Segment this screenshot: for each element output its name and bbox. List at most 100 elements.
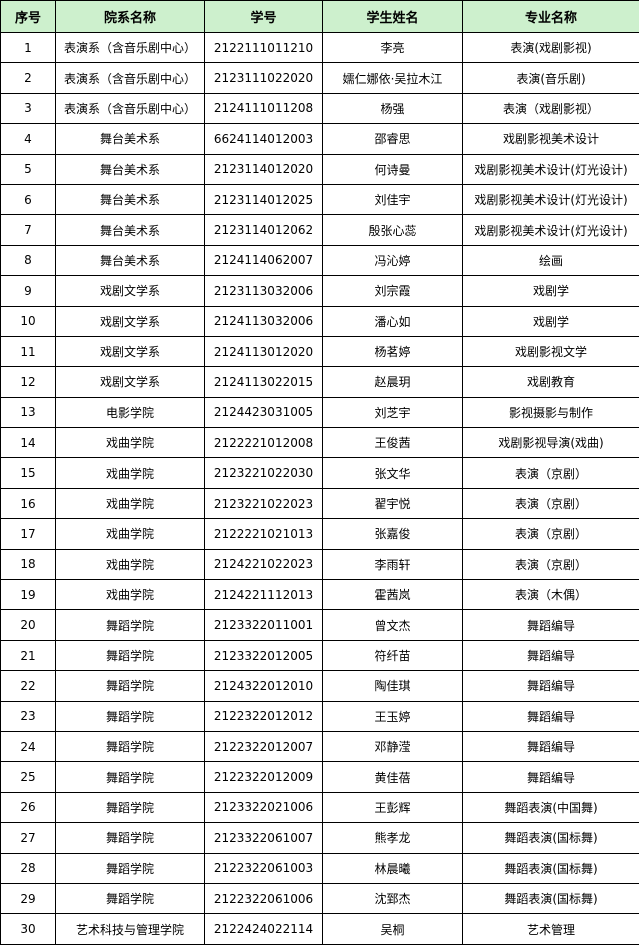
table-cell: 曾文杰 <box>322 609 463 641</box>
table-cell: 熊孝龙 <box>322 822 463 854</box>
table-row: 29 舞蹈学院 2122322061006 沈郅杰 舞蹈表演(国标舞) <box>0 882 639 915</box>
table-cell: 邓静滢 <box>322 730 463 763</box>
table-cell: 嬬仁娜依·吴拉木江 <box>322 62 463 94</box>
table-cell: 舞蹈表演(国标舞) <box>462 882 639 915</box>
table-row: 26 舞蹈学院 2123322021006 王彭辉 舞蹈表演(中国舞) <box>0 791 639 824</box>
table-row: 11 戏剧文学系 2124113012020 杨茗婷 戏剧影视文学 <box>0 335 639 368</box>
table-cell: 3 <box>0 92 56 125</box>
table-cell: 18 <box>0 548 56 581</box>
table-row: 23 舞蹈学院 2122322012012 王玉婷 舞蹈编导 <box>0 700 639 732</box>
table-row: 16 戏曲学院 2123221022023 翟宇悦 表演（京剧） <box>0 487 639 520</box>
table-cell: 舞蹈表演(国标舞) <box>462 822 639 854</box>
table-cell: 刘佳宇 <box>322 183 463 216</box>
table-cell: 13 <box>0 396 56 429</box>
table-cell: 28 <box>0 852 56 884</box>
table-cell: 杨茗婷 <box>322 335 463 368</box>
table-cell: 戏剧影视美术设计 <box>462 123 639 155</box>
table-row: 5 舞台美术系 2123114012020 何诗曼 戏剧影视美术设计(灯光设计) <box>0 153 639 185</box>
table-row: 25 舞蹈学院 2122322012009 黄佳蓓 舞蹈编导 <box>0 761 639 793</box>
table-cell: 舞台美术系 <box>55 214 205 246</box>
table-row: 9 戏剧文学系 2123113032006 刘宗霞 戏剧学 <box>0 275 639 307</box>
table-row: 2 表演系（含音乐剧中心） 2123111022020 嬬仁娜依·吴拉木江 表演(音乐剧… <box>0 62 639 94</box>
table-cell: 23 <box>0 700 56 732</box>
table-cell: 舞台美术系 <box>55 244 205 277</box>
table-cell: 舞台美术系 <box>55 123 205 155</box>
table-cell: 9 <box>0 275 56 307</box>
table-cell: 舞蹈编导 <box>462 730 639 763</box>
table-row: 14 戏曲学院 2122221012008 王俊茜 戏剧影视导演(戏曲) <box>0 427 639 459</box>
table-cell: 5 <box>0 153 56 185</box>
table-cell: 表演(音乐剧) <box>462 62 639 94</box>
table-cell: 22 <box>0 670 56 702</box>
table-row: 22 舞蹈学院 2124322012010 陶佳琪 舞蹈编导 <box>0 670 639 702</box>
table-cell: 李亮 <box>322 31 463 64</box>
table-cell: 张嘉俊 <box>322 518 463 550</box>
table-cell: 2122322012007 <box>204 730 323 763</box>
table-cell: 2123322021006 <box>204 791 323 824</box>
table-cell: 舞蹈编导 <box>462 761 639 793</box>
table-cell: 舞蹈编导 <box>462 609 639 641</box>
table-cell: 表演（京剧） <box>462 548 639 581</box>
table-cell: 影视摄影与制作 <box>462 396 639 429</box>
table-cell: 电影学院 <box>55 396 205 429</box>
table-row: 27 舞蹈学院 2123322061007 熊孝龙 舞蹈表演(国标舞) <box>0 822 639 854</box>
table-cell: 舞台美术系 <box>55 153 205 185</box>
table-cell: 戏剧文学系 <box>55 366 205 398</box>
table-cell: 2123322012005 <box>204 639 323 672</box>
table-cell: 何诗曼 <box>322 153 463 185</box>
table-cell: 戏剧文学系 <box>55 275 205 307</box>
table-cell: 赵晨玥 <box>322 366 463 398</box>
header-cell: 序号 <box>0 0 56 33</box>
table-cell: 戏剧影视文学 <box>462 335 639 368</box>
table-cell: 舞蹈学院 <box>55 639 205 672</box>
table-cell: 舞蹈学院 <box>55 670 205 702</box>
table-cell: 14 <box>0 427 56 459</box>
table-cell: 2124221022023 <box>204 548 323 581</box>
table-cell: 表演系（含音乐剧中心） <box>55 31 205 64</box>
table-cell: 2124113012020 <box>204 335 323 368</box>
table-cell: 舞蹈学院 <box>55 761 205 793</box>
table-row: 15 戏曲学院 2123221022030 张文华 表演（京剧） <box>0 457 639 489</box>
table-cell: 绘画 <box>462 244 639 277</box>
table-row: 8 舞台美术系 2124114062007 冯沁婷 绘画 <box>0 244 639 277</box>
table-body: 1 表演系（含音乐剧中心） 2122111011210 李亮 表演(戏剧影视) 2 表演系（… <box>0 31 639 945</box>
table-row: 17 戏曲学院 2122221021013 张嘉俊 表演（京剧） <box>0 518 639 550</box>
table-cell: 表演（京剧） <box>462 487 639 520</box>
table-cell: 2122111011210 <box>204 31 323 64</box>
table-cell: 2122322061003 <box>204 852 323 884</box>
table-cell: 16 <box>0 487 56 520</box>
table-cell: 戏剧学 <box>462 305 639 337</box>
table-cell: 王彭辉 <box>322 791 463 824</box>
table-cell: 表演（京剧） <box>462 518 639 550</box>
table-cell: 17 <box>0 518 56 550</box>
table-cell: 黄佳蓓 <box>322 761 463 793</box>
table-cell: 戏曲学院 <box>55 457 205 489</box>
table-cell: 表演系（含音乐剧中心） <box>55 62 205 94</box>
table-cell: 翟宇悦 <box>322 487 463 520</box>
table-cell: 舞蹈编导 <box>462 639 639 672</box>
header-cell: 学生姓名 <box>322 0 463 33</box>
table-cell: 2123322011001 <box>204 609 323 641</box>
table-cell: 2124221112013 <box>204 579 323 611</box>
table-row: 20 舞蹈学院 2123322011001 曾文杰 舞蹈编导 <box>0 609 639 641</box>
table-cell: 王俊茜 <box>322 427 463 459</box>
table-cell: 戏曲学院 <box>55 548 205 581</box>
table-cell: 2122322061006 <box>204 882 323 915</box>
table-cell: 27 <box>0 822 56 854</box>
table-cell: 6624114012003 <box>204 123 323 155</box>
table-cell: 舞蹈表演(中国舞) <box>462 791 639 824</box>
table-cell: 戏剧学 <box>462 275 639 307</box>
table-cell: 26 <box>0 791 56 824</box>
table-cell: 15 <box>0 457 56 489</box>
table-cell: 戏曲学院 <box>55 579 205 611</box>
table-cell: 7 <box>0 214 56 246</box>
table-row: 10 戏剧文学系 2124113032006 潘心如 戏剧学 <box>0 305 639 337</box>
table-cell: 2123113032006 <box>204 275 323 307</box>
table-cell: 舞蹈编导 <box>462 670 639 702</box>
table-cell: 2123114012025 <box>204 183 323 216</box>
table-cell: 戏曲学院 <box>55 518 205 550</box>
table-cell: 表演(戏剧影视) <box>462 31 639 64</box>
table-row: 3 表演系（含音乐剧中心） 2124111011208 杨强 表演（戏剧影视） <box>0 92 639 125</box>
table-cell: 2123111022020 <box>204 62 323 94</box>
